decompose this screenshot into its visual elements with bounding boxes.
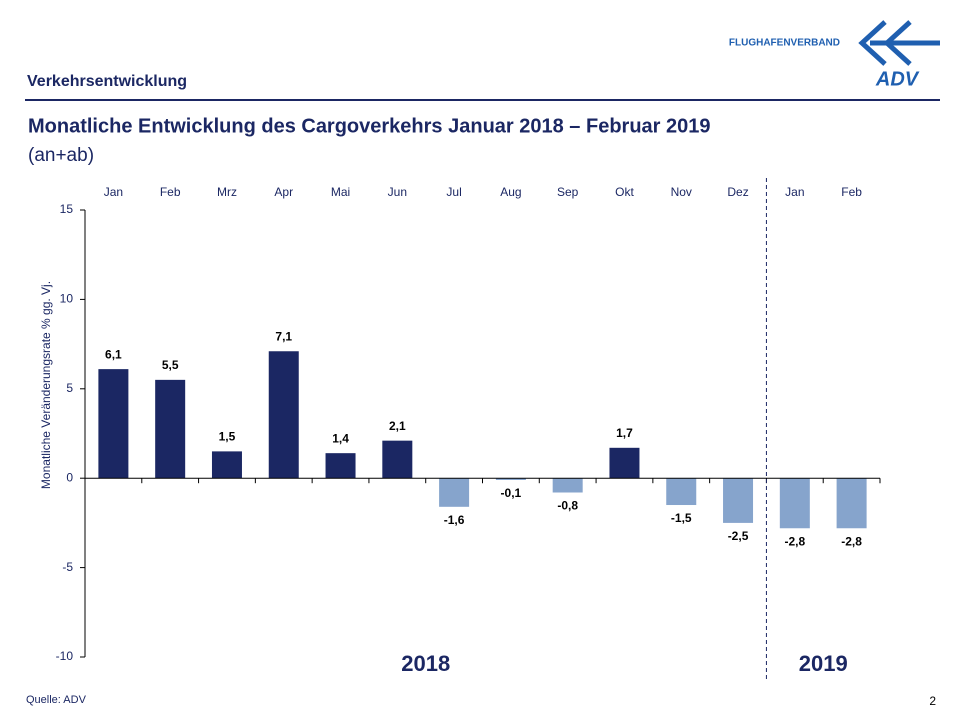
bar bbox=[836, 478, 867, 529]
value-label: -2,8 bbox=[784, 534, 805, 548]
x-tick-label: Jul bbox=[446, 185, 461, 199]
value-label: -0,1 bbox=[501, 486, 522, 500]
bar bbox=[779, 478, 810, 529]
bar bbox=[495, 478, 526, 480]
bar bbox=[211, 451, 242, 479]
x-tick-label: Jun bbox=[388, 185, 407, 199]
bar bbox=[439, 478, 470, 507]
value-label: 1,7 bbox=[616, 426, 633, 440]
value-label: 6,1 bbox=[105, 347, 122, 361]
x-tick-label: Aug bbox=[500, 185, 521, 199]
group-label: 2019 bbox=[799, 651, 848, 676]
value-label: -2,8 bbox=[841, 534, 862, 548]
page-number: 2 bbox=[929, 694, 936, 708]
section-title: Verkehrsentwicklung bbox=[27, 73, 187, 90]
bar bbox=[666, 478, 697, 506]
value-label: -2,5 bbox=[728, 529, 749, 543]
value-label: 1,5 bbox=[219, 430, 236, 444]
value-label: -1,5 bbox=[671, 511, 692, 525]
y-tick-label: 10 bbox=[60, 292, 74, 306]
x-tick-label: Mai bbox=[331, 185, 350, 199]
chart-title: Monatliche Entwicklung des Cargoverkehrs… bbox=[28, 115, 711, 137]
bar bbox=[382, 440, 413, 479]
bar bbox=[609, 447, 640, 479]
group-label: 2018 bbox=[401, 651, 450, 676]
logo bbox=[858, 20, 940, 66]
y-tick-label: 15 bbox=[60, 202, 74, 216]
y-axis-label: Monatliche Veränderungsrate % gg. Vj. bbox=[39, 281, 53, 489]
x-tick-label: Nov bbox=[671, 185, 692, 199]
x-tick-label: Mrz bbox=[217, 185, 237, 199]
x-tick-label: Dez bbox=[727, 185, 748, 199]
value-label: 7,1 bbox=[275, 329, 292, 343]
value-label: -0,8 bbox=[557, 499, 578, 513]
x-tick-label: Okt bbox=[615, 185, 634, 199]
bar bbox=[98, 369, 129, 479]
logo-mark: ADV bbox=[875, 68, 920, 90]
x-tick-label: Apr bbox=[274, 185, 293, 199]
bar bbox=[268, 351, 299, 479]
value-label: 1,4 bbox=[332, 431, 349, 445]
source: Quelle: ADV bbox=[26, 694, 87, 706]
value-label: 2,1 bbox=[389, 419, 406, 433]
y-tick-label: 0 bbox=[66, 470, 73, 484]
value-label: 5,5 bbox=[162, 358, 179, 372]
value-label: -1,6 bbox=[444, 513, 465, 527]
chart-subtitle: (an+ab) bbox=[28, 145, 94, 166]
bar bbox=[325, 453, 356, 479]
x-tick-label: Feb bbox=[841, 185, 862, 199]
logo-text: FLUGHAFENVERBAND bbox=[729, 38, 840, 49]
bar bbox=[552, 478, 583, 493]
y-tick-label: 5 bbox=[66, 381, 73, 395]
bar bbox=[723, 478, 754, 523]
x-tick-label: Feb bbox=[160, 185, 181, 199]
y-tick-label: -10 bbox=[56, 649, 74, 663]
x-tick-label: Jan bbox=[785, 185, 804, 199]
y-tick-label: -5 bbox=[62, 560, 73, 574]
bar bbox=[155, 379, 186, 479]
x-tick-label: Sep bbox=[557, 185, 579, 199]
logo-chevron bbox=[858, 20, 887, 66]
x-tick-label: Jan bbox=[104, 185, 123, 199]
